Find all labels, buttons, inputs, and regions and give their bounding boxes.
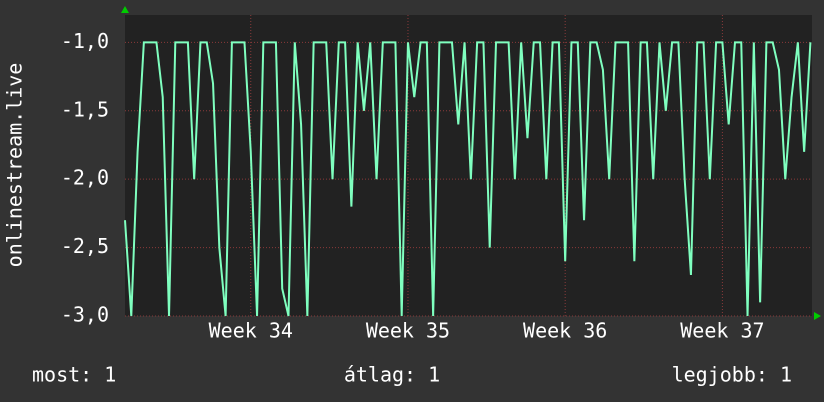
x-tick-label: Week 36 (523, 319, 607, 343)
x-tick-label: Week 34 (209, 319, 293, 343)
footer-current: most: 1 (32, 363, 116, 387)
x-tick-label: Week 35 (366, 319, 450, 343)
axis-arrow (121, 6, 129, 13)
footer-best: legjobb: 1 (672, 363, 792, 387)
y-tick-label: -1,5 (61, 97, 109, 121)
x-tick-label: Week 37 (680, 319, 764, 343)
footer-average: átlag: 1 (344, 363, 440, 387)
y-tick-label: -1,0 (61, 29, 109, 53)
y-tick-label: -3,0 (61, 303, 109, 327)
axis-arrow (814, 312, 821, 320)
y-axis-label: onlinestream.live (3, 63, 27, 268)
y-tick-label: -2,5 (61, 234, 109, 258)
y-tick-label: -2,0 (61, 166, 109, 190)
data-line (124, 41, 812, 317)
